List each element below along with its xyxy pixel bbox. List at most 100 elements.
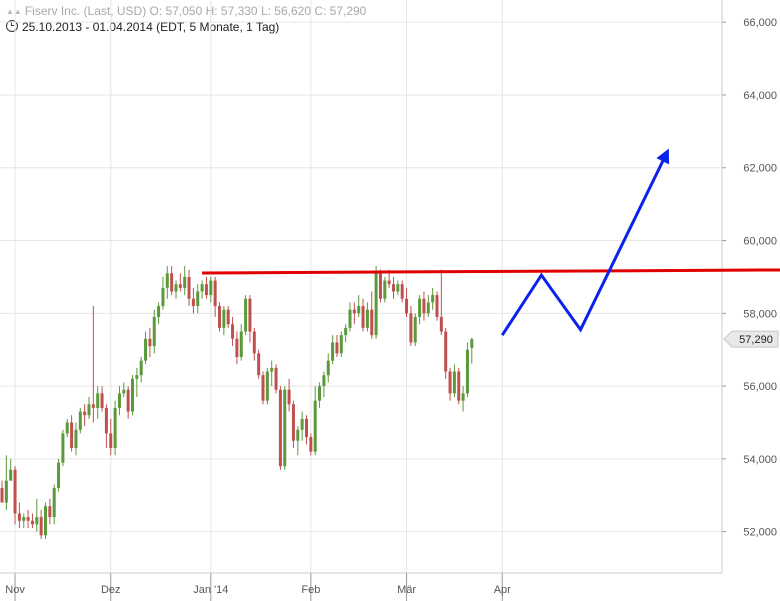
candle (231, 316, 235, 347)
candle-body (17, 513, 21, 521)
candle (339, 331, 343, 357)
candle (422, 291, 426, 321)
candle (65, 418, 69, 438)
candle (113, 400, 117, 456)
candle-body (291, 404, 295, 441)
candle (291, 400, 295, 448)
candle (78, 407, 82, 434)
candle-body (326, 360, 330, 376)
candle-body (444, 331, 448, 372)
annotations: 57,290 (202, 148, 780, 348)
candle-body (78, 411, 82, 430)
candle-body (274, 367, 278, 390)
candle-body (152, 316, 156, 347)
candle-body (339, 335, 343, 354)
candle (61, 429, 65, 467)
candle-body (204, 284, 208, 296)
candle-body (122, 389, 126, 394)
candle-body (405, 298, 409, 314)
candle-body (174, 284, 178, 292)
candle (200, 280, 204, 299)
candle-body (361, 306, 365, 328)
resistance-line (202, 268, 780, 275)
candle-body (248, 298, 252, 332)
candle-body (231, 324, 235, 339)
x-tick-label: Apr (494, 584, 511, 596)
candle (30, 513, 34, 529)
candle-body (387, 280, 391, 285)
candle-body (392, 284, 395, 292)
candle (300, 411, 304, 441)
candle (26, 509, 30, 529)
candlesticks (0, 266, 474, 539)
candle (213, 276, 217, 317)
candle-body (435, 295, 439, 317)
candle-body (287, 389, 291, 405)
candle-body (261, 375, 265, 401)
candle-body (196, 291, 200, 307)
candle-body (422, 298, 426, 314)
candle-body (57, 462, 61, 489)
candle (22, 513, 26, 529)
candle (117, 386, 121, 416)
candle (104, 404, 108, 448)
candle (361, 298, 365, 332)
candle-body (0, 488, 4, 503)
x-tick-label: Dez (101, 584, 121, 596)
candle-body (370, 309, 374, 336)
candle-body (209, 280, 213, 296)
candle-body (165, 273, 169, 288)
candle-body (200, 284, 204, 292)
projection-path (500, 150, 669, 336)
candle-body (61, 433, 65, 463)
candle (318, 382, 322, 408)
candle (470, 337, 474, 364)
candle-body (39, 517, 43, 536)
candle-body (13, 469, 17, 514)
y-tick-label: 60,000 (743, 236, 777, 248)
candle-body (378, 273, 382, 299)
candle (152, 309, 156, 354)
candle-body (35, 517, 39, 525)
candle-body (170, 273, 174, 292)
candle-body (161, 287, 165, 307)
candle (431, 287, 435, 310)
candle-body (470, 339, 474, 348)
candle (452, 364, 456, 398)
candle-body (117, 393, 121, 408)
candle (91, 306, 95, 423)
candle (435, 291, 439, 321)
candle (396, 280, 400, 296)
candle-body (235, 338, 239, 357)
candle (100, 386, 104, 412)
candle-body (396, 284, 400, 292)
candle-body (22, 517, 26, 521)
candle (87, 397, 91, 419)
candle (70, 415, 74, 452)
candle (226, 306, 230, 328)
candle-body (418, 298, 422, 317)
candle (413, 313, 417, 347)
candle-body (70, 422, 74, 448)
candle-body (48, 506, 52, 518)
candle-body (305, 418, 308, 438)
candle (461, 386, 465, 412)
candle (335, 335, 339, 357)
candle-body (135, 375, 139, 379)
candle (204, 276, 208, 299)
x-tick-label: Nov (5, 584, 25, 596)
candle (261, 371, 265, 405)
candle (257, 349, 261, 379)
candle-body (278, 389, 282, 467)
candle-body (144, 338, 148, 361)
candle (374, 266, 378, 339)
candle (252, 327, 256, 361)
candle-body (265, 371, 269, 401)
candle (244, 295, 248, 336)
candle (183, 266, 187, 296)
y-tick-label: 58,000 (743, 308, 777, 320)
candle-body (91, 404, 95, 408)
candle-body (439, 316, 443, 332)
candle (17, 502, 21, 529)
